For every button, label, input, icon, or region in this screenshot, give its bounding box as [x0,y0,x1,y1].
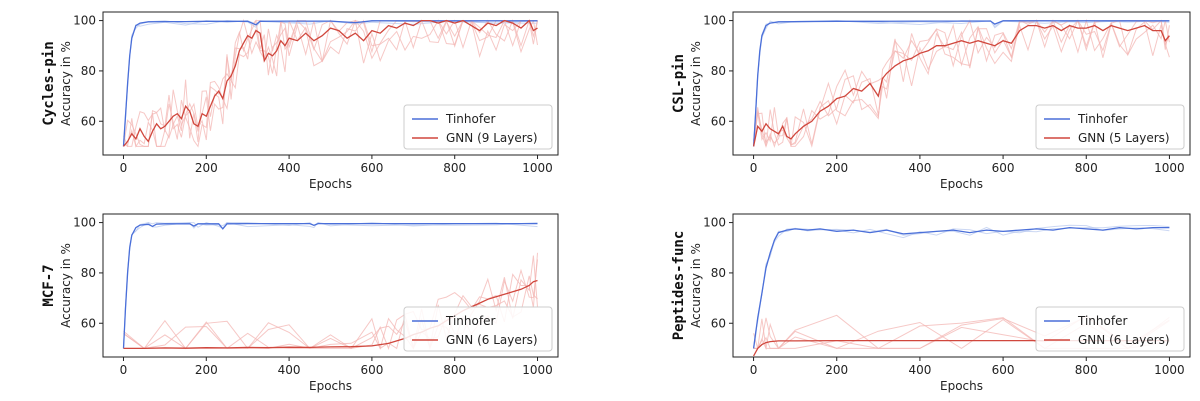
y-tick-label: 80 [711,266,726,280]
legend-label: Tinhofer [1077,112,1127,126]
legend-label: GNN (6 Layers) [446,333,538,347]
run-trace-line [753,18,1170,148]
run-trace-line [753,19,1170,146]
x-tick-label: 1000 [1154,363,1185,377]
x-tick-label: 800 [443,363,466,377]
x-tick-label: 200 [195,161,218,175]
legend-label: GNN (5 Layers) [1078,131,1170,145]
axes-frame [732,213,1191,358]
legend-label: Tinhofer [1077,314,1127,328]
x-tick-label: 600 [360,161,383,175]
dataset-label: Peptides-func [671,231,687,341]
y-axis-label: Accuracy in % [59,243,73,328]
subplot: 0 200 400 600 800 1000 60 80 100 Epochs Accuracy i… [41,213,559,393]
series-line-tinhofer [752,20,1170,147]
x-tick-label: 800 [443,161,466,175]
y-tick-label: 100 [703,216,726,230]
x-tick-label: 0 [120,161,128,175]
run-trace-line [753,224,1170,349]
dataset-label: Cycles-pin [41,41,57,125]
legend: Tinhofer GNN (6 Layers) [403,306,553,352]
legend-box [1035,306,1185,352]
legend-box [1035,104,1185,150]
x-tick-label: 600 [992,363,1015,377]
dataset-label: MCF-7 [41,264,57,306]
subplot: 0 200 400 600 800 1000 60 80 100 Epochs Accuracy i… [41,11,559,191]
run-trace-line [123,19,538,148]
x-tick-label: 1000 [522,161,553,175]
legend: Tinhofer GNN (9 Layers) [403,104,553,150]
run-trace-line [123,19,538,147]
series-line-tinhofer [122,222,538,349]
y-tick-label: 60 [81,316,96,330]
x-tick-label: 600 [360,363,383,377]
series-line-gnn [122,19,538,147]
x-tick-label: 0 [120,363,128,377]
axes-frame [102,11,559,156]
run-trace-line [123,18,538,148]
series-line-gnn [752,24,1170,147]
legend-box [403,104,553,150]
x-tick-label: 200 [195,363,218,377]
axes-frame [102,213,559,358]
x-tick-label: 400 [908,363,931,377]
y-tick-label: 100 [703,14,726,28]
x-tick-label: 600 [992,161,1015,175]
x-tick-label: 800 [1075,363,1098,377]
x-tick-label: 200 [825,161,848,175]
series-line-tinhofer [752,226,1170,349]
subplot: 0 200 400 600 800 1000 60 80 100 Epochs Accuracy i… [671,213,1191,393]
x-tick-label: 400 [908,161,931,175]
x-axis-label: Epochs [940,177,983,191]
x-tick-label: 1000 [1154,161,1185,175]
y-tick-label: 100 [73,14,96,28]
dataset-label: CSL-pin [671,54,687,113]
y-tick-label: 60 [81,114,96,128]
x-tick-label: 0 [750,363,758,377]
y-tick-label: 80 [711,64,726,78]
run-trace-line [753,19,1170,149]
y-tick-label: 80 [81,64,96,78]
subplot: 0 200 400 600 800 1000 60 80 100 Epochs Accuracy i… [671,11,1191,191]
y-axis-label: Accuracy in % [689,243,703,328]
x-axis-label: Epochs [309,379,352,393]
x-tick-label: 1000 [522,363,553,377]
x-tick-label: 400 [278,363,301,377]
x-axis-label: Epochs [940,379,983,393]
x-tick-label: 0 [750,161,758,175]
y-tick-label: 60 [711,114,726,128]
legend: Tinhofer GNN (6 Layers) [1035,306,1185,352]
y-tick-label: 80 [81,266,96,280]
y-tick-label: 100 [73,216,96,230]
series-line-tinhofer [122,20,538,147]
y-axis-label: Accuracy in % [59,41,73,126]
run-trace-line [123,222,538,349]
legend-label: GNN (9 Layers) [446,131,538,145]
x-tick-label: 800 [1075,161,1098,175]
axes-frame [732,11,1191,156]
y-tick-label: 60 [711,316,726,330]
legend-label: Tinhofer [445,112,495,126]
x-tick-label: 400 [278,161,301,175]
y-axis-label: Accuracy in % [689,41,703,126]
legend-box [403,306,553,352]
x-axis-label: Epochs [309,177,352,191]
x-tick-label: 200 [825,363,848,377]
legend-label: Tinhofer [445,314,495,328]
legend-label: GNN (6 Layers) [1078,333,1170,347]
legend: Tinhofer GNN (5 Layers) [1035,104,1185,150]
